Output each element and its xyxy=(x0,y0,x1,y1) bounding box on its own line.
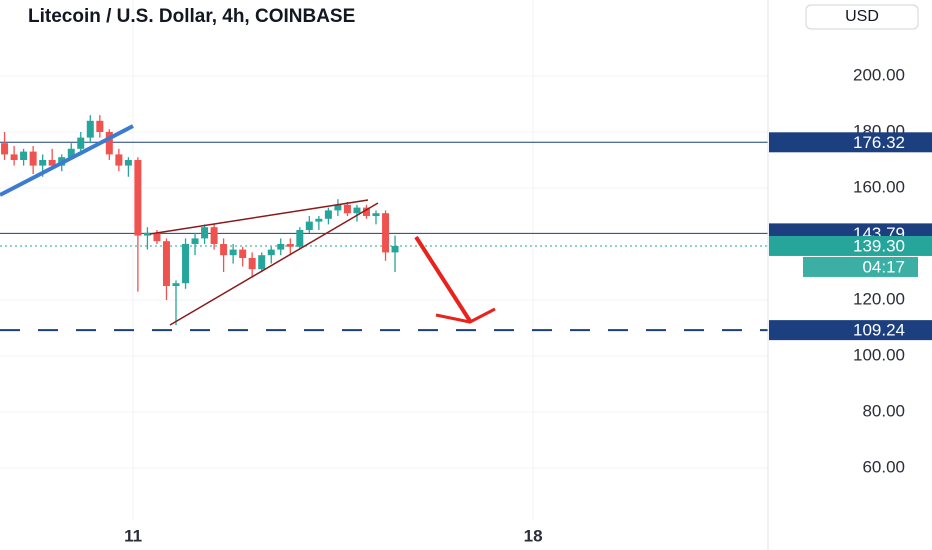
candle-body xyxy=(182,243,190,284)
countdown-label: 04:17 xyxy=(862,257,905,276)
x-tick-label: 11 xyxy=(124,526,142,545)
wedge-line xyxy=(149,199,369,235)
arrow-head xyxy=(435,307,496,324)
candle-body xyxy=(153,232,161,242)
candle-body xyxy=(220,243,228,256)
plot-area xyxy=(0,0,768,520)
candle-body xyxy=(201,227,209,239)
chart-title: Litecoin / U.S. Dollar, 4h, COINBASE xyxy=(28,6,355,27)
candle-body xyxy=(134,159,142,236)
candle-body xyxy=(229,249,237,256)
countdown-box xyxy=(803,256,918,277)
y-tick-label: 120.00 xyxy=(853,289,905,308)
candle-body xyxy=(86,120,94,138)
currency-button[interactable] xyxy=(805,4,919,30)
candle-body xyxy=(239,249,247,258)
price-axis: 60.0080.00100.00120.00160.00180.00200.00… xyxy=(769,65,932,476)
last-price-label: 139.30 xyxy=(853,236,905,255)
candle-body xyxy=(382,213,390,253)
y-tick-label: 60.00 xyxy=(862,457,905,476)
candle-body xyxy=(353,207,361,214)
candle-body xyxy=(172,283,180,286)
candle-body xyxy=(362,207,370,216)
candle-body xyxy=(162,241,170,286)
trend-line xyxy=(0,124,134,197)
candle-body xyxy=(286,243,294,247)
candle-body xyxy=(277,243,285,250)
candle-body xyxy=(343,204,351,214)
candle-body xyxy=(67,148,75,158)
candle-body xyxy=(96,120,104,132)
candle-body xyxy=(10,154,18,160)
arrow-shaft xyxy=(414,235,472,323)
candle-body xyxy=(29,151,37,166)
level-label: 109.24 xyxy=(853,321,905,340)
candle-body xyxy=(77,137,85,149)
level-label-box xyxy=(769,320,932,341)
candle-body xyxy=(258,255,266,270)
candle-body xyxy=(191,238,199,244)
candle-body xyxy=(143,232,151,236)
candle-body xyxy=(115,154,123,166)
candle-body xyxy=(334,204,342,211)
level-label-box xyxy=(769,132,932,153)
currency-label[interactable]: USD xyxy=(845,8,879,25)
y-tick-label: 200.00 xyxy=(853,65,905,84)
x-tick-label: 18 xyxy=(524,526,543,545)
candle-body xyxy=(248,257,256,270)
candle-body xyxy=(105,131,113,155)
candle-body xyxy=(124,159,132,166)
wedge-line xyxy=(169,202,379,326)
candle-body xyxy=(1,143,9,155)
candle-body xyxy=(210,227,218,244)
candle-body xyxy=(39,159,47,166)
level-label: 176.32 xyxy=(853,133,905,152)
last-price-box xyxy=(769,235,932,256)
candle-body xyxy=(372,213,380,216)
candle-body xyxy=(296,229,304,247)
candle-body xyxy=(324,210,332,219)
candle-body xyxy=(315,218,323,222)
candle-body xyxy=(48,159,56,166)
y-tick-label: 80.00 xyxy=(862,401,905,420)
candle-body xyxy=(20,151,28,160)
candle-body xyxy=(391,245,399,253)
candle-body xyxy=(267,249,275,256)
y-tick-label: 100.00 xyxy=(853,345,905,364)
y-tick-label: 160.00 xyxy=(853,177,905,196)
candle-body xyxy=(305,221,313,230)
